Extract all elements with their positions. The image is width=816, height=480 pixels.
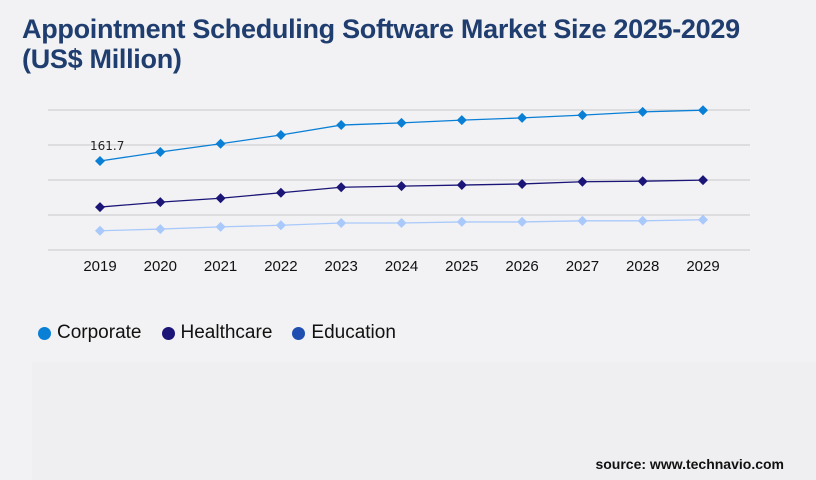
data-point: [95, 202, 105, 213]
x-tick-label: 2028: [626, 258, 659, 275]
data-point: [336, 120, 347, 131]
x-tick-label: 2020: [144, 258, 177, 275]
data-point: [396, 218, 407, 229]
data-point: [275, 129, 286, 140]
legend-marker-icon: [161, 326, 175, 340]
data-point: [698, 214, 708, 225]
legend-label: Healthcare: [180, 322, 273, 343]
data-point: [456, 216, 467, 227]
data-point: [215, 193, 226, 204]
data-point: [215, 138, 226, 149]
chart-title: Appointment Scheduling Software Market S…: [22, 14, 740, 74]
data-point: [698, 105, 708, 116]
legend-item-healthcare[interactable]: Healthcare: [161, 322, 273, 344]
data-point: [155, 224, 166, 235]
data-point: [456, 180, 467, 191]
data-point: [456, 115, 467, 126]
legend-item-education[interactable]: Education: [292, 322, 396, 344]
x-tick-label: 2019: [83, 258, 116, 275]
x-tick-label: 2029: [686, 258, 719, 275]
legend-marker-icon: [292, 326, 306, 340]
series-line-corporate: [99, 109, 704, 162]
x-tick-label: 2026: [505, 258, 538, 275]
x-tick-label: 2023: [325, 258, 358, 275]
legend-item-corporate[interactable]: Corporate: [38, 322, 142, 344]
data-point: [275, 220, 286, 231]
data-point: [637, 176, 648, 187]
data-point: [336, 218, 347, 229]
data-point: [698, 175, 708, 186]
data-point: [517, 178, 528, 189]
data-point: [517, 112, 528, 123]
legend: Corporate Healthcare Education: [38, 322, 396, 344]
data-point: [95, 156, 105, 166]
x-tick-label: 2021: [204, 258, 237, 275]
data-point: [336, 182, 347, 193]
data-point: [155, 197, 166, 208]
data-point: [275, 187, 286, 198]
source-note: source: www.technavio.com: [595, 456, 784, 472]
data-point: [95, 225, 105, 236]
data-label: 161.7: [90, 139, 124, 153]
data-point: [396, 181, 407, 192]
data-point: [637, 215, 648, 226]
data-point: [577, 215, 588, 226]
data-point: [637, 106, 648, 117]
data-point: [577, 110, 588, 121]
legend-panel: [32, 362, 816, 480]
x-tick-label: 2027: [566, 258, 599, 275]
x-tick-label: 2024: [385, 258, 418, 275]
data-point: [517, 216, 528, 227]
legend-label: Corporate: [57, 322, 142, 343]
data-point: [155, 147, 166, 158]
x-tick-label: 2025: [445, 258, 478, 275]
x-tick-label: 2022: [264, 258, 297, 275]
data-point: [396, 117, 407, 128]
data-point: [215, 221, 226, 232]
data-point: [577, 176, 588, 187]
legend-marker-icon: [38, 326, 51, 340]
legend-label: Education: [311, 322, 396, 343]
